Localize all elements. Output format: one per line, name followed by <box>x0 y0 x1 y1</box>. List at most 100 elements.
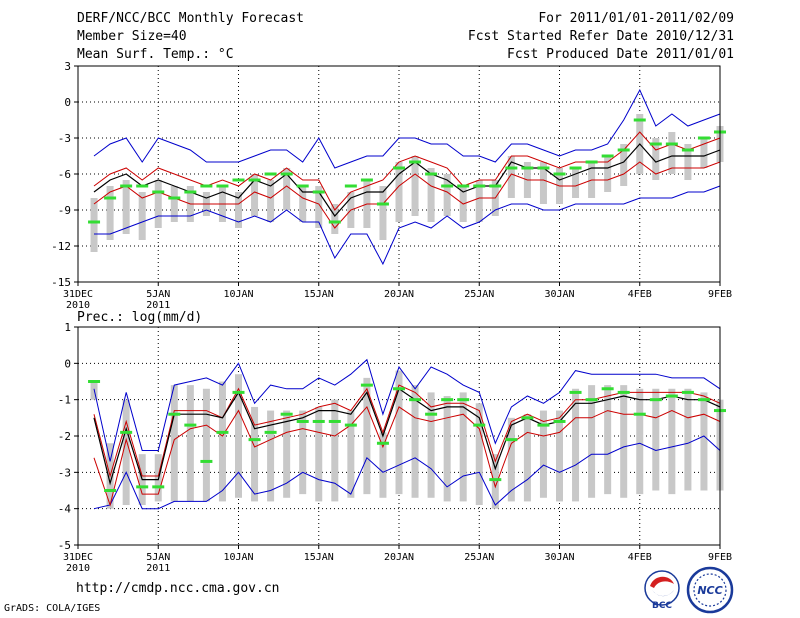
prec-spread-box-35 <box>636 388 644 495</box>
prec-ytick-label-5: -4 <box>58 503 72 516</box>
temp-p-high-line <box>93 131 721 211</box>
prec-ytick-label-6: -5 <box>58 539 71 552</box>
temp-spread-box-22 <box>427 168 435 222</box>
website-url: http://cmdp.ncc.cma.gov.cn <box>76 581 280 596</box>
forecast-produced-date-label: Fcst Produced Date 2011/01/01 <box>507 47 734 62</box>
prec-min-line <box>93 435 721 510</box>
temp-mean-line <box>93 143 721 217</box>
temp-spread-box-13 <box>283 168 291 210</box>
temperature-variable-label: Mean Surf. Temp.: °C <box>77 47 234 62</box>
temp-xtick-label-0: 31DEC <box>63 289 93 300</box>
prec-spread-box-29 <box>539 410 547 498</box>
prec-spread-box-20 <box>395 370 403 495</box>
temp-spread-box-25 <box>475 180 483 222</box>
prec-spread-box-9 <box>218 381 226 502</box>
prec-spread-box-13 <box>283 410 291 498</box>
temp-spread-box-15 <box>315 186 323 228</box>
prec-spread-box-24 <box>459 392 467 502</box>
prec-spread-box-17 <box>347 410 355 498</box>
temp-xtick-label-6: 30JAN <box>544 289 574 300</box>
temp-spread-box-21 <box>411 156 419 216</box>
prec-p-low-line <box>93 405 721 507</box>
temp-ytick-label-0: 3 <box>64 60 71 73</box>
prec-spread-box-36 <box>652 388 660 491</box>
prec-spread-box-15 <box>315 406 323 502</box>
grads-credit: GrADS: COLA/IGES <box>4 603 101 614</box>
ncc-logo-text: NCC <box>697 584 722 597</box>
temp-xtick-label-7: 4FEB <box>628 289 652 300</box>
temp-spread-box-23 <box>443 174 451 216</box>
temp-spread-box-38 <box>684 144 692 180</box>
temp-ytick-label-6: -15 <box>51 276 71 289</box>
prec-ytick-label-0: 1 <box>64 321 71 334</box>
prec-ytick-label-3: -2 <box>58 430 71 443</box>
temp-spread-box-39 <box>700 138 708 168</box>
bcc-logo: BCC <box>644 570 680 611</box>
prec-spread-box-10 <box>235 374 242 498</box>
prec-xtick-label-4: 20JAN <box>384 552 414 563</box>
prec-xtick-label-3: 15JAN <box>304 552 334 563</box>
prec-spread-box-34 <box>620 385 628 498</box>
temp-spread-box-11 <box>251 174 259 216</box>
temp-ytick-label-2: -3 <box>58 132 71 145</box>
prec-spread-box-22 <box>427 392 435 498</box>
temp-spread-box-16 <box>331 204 339 234</box>
temp-xtick-label-1: 5JAN <box>146 289 170 300</box>
temp-spread-box-37 <box>668 132 676 174</box>
prec-spread-box-31 <box>572 388 580 502</box>
temp-spread-box-14 <box>299 186 307 222</box>
prec-spread-box-37 <box>668 388 676 495</box>
temp-xtick-label-4: 20JAN <box>384 289 414 300</box>
temp-xtick-label-8: 9FEB <box>708 289 732 300</box>
prec-ytick-label-1: 0 <box>64 357 71 370</box>
forecast-start-date-label: Fcst Started Refer Date 2010/12/31 <box>467 29 734 44</box>
prec-mean-line <box>93 387 721 486</box>
ncc-logo: NCC <box>686 566 734 614</box>
temp-xtick-sublabel-0: 2010 <box>66 300 90 311</box>
temp-xtick-label-2: 10JAN <box>223 289 253 300</box>
prec-xtick-sublabel-1: 2011 <box>146 563 170 574</box>
prec-spread-box-16 <box>331 399 339 502</box>
prec-spread-box-18 <box>363 377 371 495</box>
prec-spread-box-33 <box>604 385 612 495</box>
precipitation-variable-label: Prec.: log(mm/d) <box>77 310 203 325</box>
temp-spread-box-20 <box>395 162 403 222</box>
temp-spread-box-3 <box>122 180 130 234</box>
temp-spread-box-34 <box>620 144 628 186</box>
temp-min-line <box>94 185 721 266</box>
temp-spread-box-2 <box>106 186 114 240</box>
temp-spread-box-6 <box>170 186 178 222</box>
bcc-logo-text: BCC <box>652 601 672 611</box>
temp-p-low-line <box>93 161 721 229</box>
temp-spread-box-10 <box>235 192 242 228</box>
prec-spread-box-38 <box>684 388 692 491</box>
member-size-label: Member Size=40 <box>77 29 187 44</box>
prec-xtick-label-0: 31DEC <box>63 552 93 563</box>
prec-spread-box-11 <box>251 406 259 502</box>
temp-spread-box-36 <box>652 138 660 180</box>
forecast-period-label: For 2011/01/01-2011/02/09 <box>538 11 734 26</box>
temp-ytick-label-1: 0 <box>64 96 71 109</box>
prec-xtick-sublabel-0: 2010 <box>66 563 90 574</box>
prec-spread-box-19 <box>379 432 387 498</box>
prec-ytick-label-2: -1 <box>58 394 71 407</box>
prec-ytick-label-4: -3 <box>58 466 71 479</box>
temp-spread-box-27 <box>507 156 515 198</box>
prec-spread-box-39 <box>700 392 708 491</box>
temp-max-line <box>93 88 721 169</box>
prec-spread-box-23 <box>443 396 451 502</box>
prec-spread-box-28 <box>523 414 531 502</box>
temp-spread-box-19 <box>379 186 387 240</box>
prec-spread-box-14 <box>299 410 307 495</box>
prec-spread-box-8 <box>202 388 210 502</box>
temp-spread-box-1 <box>90 198 98 252</box>
prec-spread-box-12 <box>267 410 275 502</box>
figure-title: DERF/NCC/BCC Monthly Forecast <box>77 11 304 26</box>
temp-spread-box-5 <box>154 180 162 228</box>
prec-spread-box-32 <box>588 385 596 498</box>
prec-xtick-label-7: 4FEB <box>628 552 652 563</box>
prec-xtick-label-5: 25JAN <box>464 552 494 563</box>
prec-spread-box-27 <box>507 417 515 502</box>
prec-max-line <box>93 358 721 462</box>
